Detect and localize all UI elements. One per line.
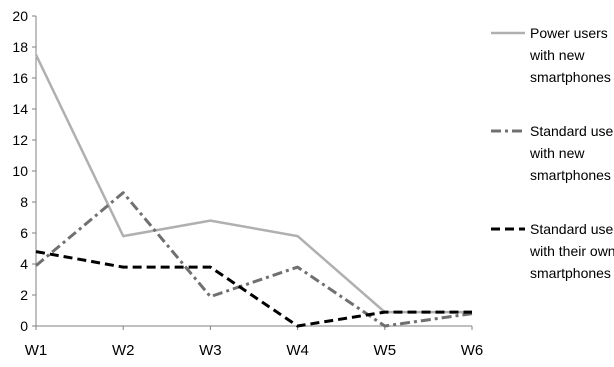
series-line-2 <box>35 191 473 328</box>
x-tick-label: W4 <box>286 342 309 359</box>
x-tick-label: W5 <box>374 342 397 359</box>
y-tick-label: 20 <box>12 8 28 24</box>
y-tick-label: 14 <box>12 101 28 117</box>
y-tick-label: 8 <box>20 194 28 210</box>
x-tick-label: W2 <box>112 342 135 359</box>
series-line-3 <box>35 250 472 328</box>
legend-label-2: Standard users <box>530 123 614 139</box>
legend-label-3: Standard users <box>530 221 614 237</box>
y-tick-label: 10 <box>12 163 28 179</box>
y-tick-label: 2 <box>20 287 28 303</box>
legend-label-2: with new <box>529 145 585 161</box>
y-tick-label: 12 <box>12 132 28 148</box>
legend-label-3: with their own <box>529 243 614 259</box>
x-tick-label: W6 <box>461 342 484 359</box>
series-line-1 <box>34 54 472 314</box>
x-tick-label: W3 <box>199 342 222 359</box>
legend-label-3: smartphones <box>530 265 611 281</box>
y-tick-label: 4 <box>20 256 28 272</box>
y-tick-label: 6 <box>20 225 28 241</box>
legend-label-2: smartphones <box>530 167 611 183</box>
y-tick-label: 0 <box>20 318 28 334</box>
y-tick-label: 18 <box>12 39 28 55</box>
legend-label-1: with new <box>529 47 585 63</box>
legend-label-1: Power users <box>530 25 608 41</box>
legend-label-1: smartphones <box>530 69 611 85</box>
x-tick-label: W1 <box>25 342 48 359</box>
y-tick-label: 16 <box>12 70 28 86</box>
